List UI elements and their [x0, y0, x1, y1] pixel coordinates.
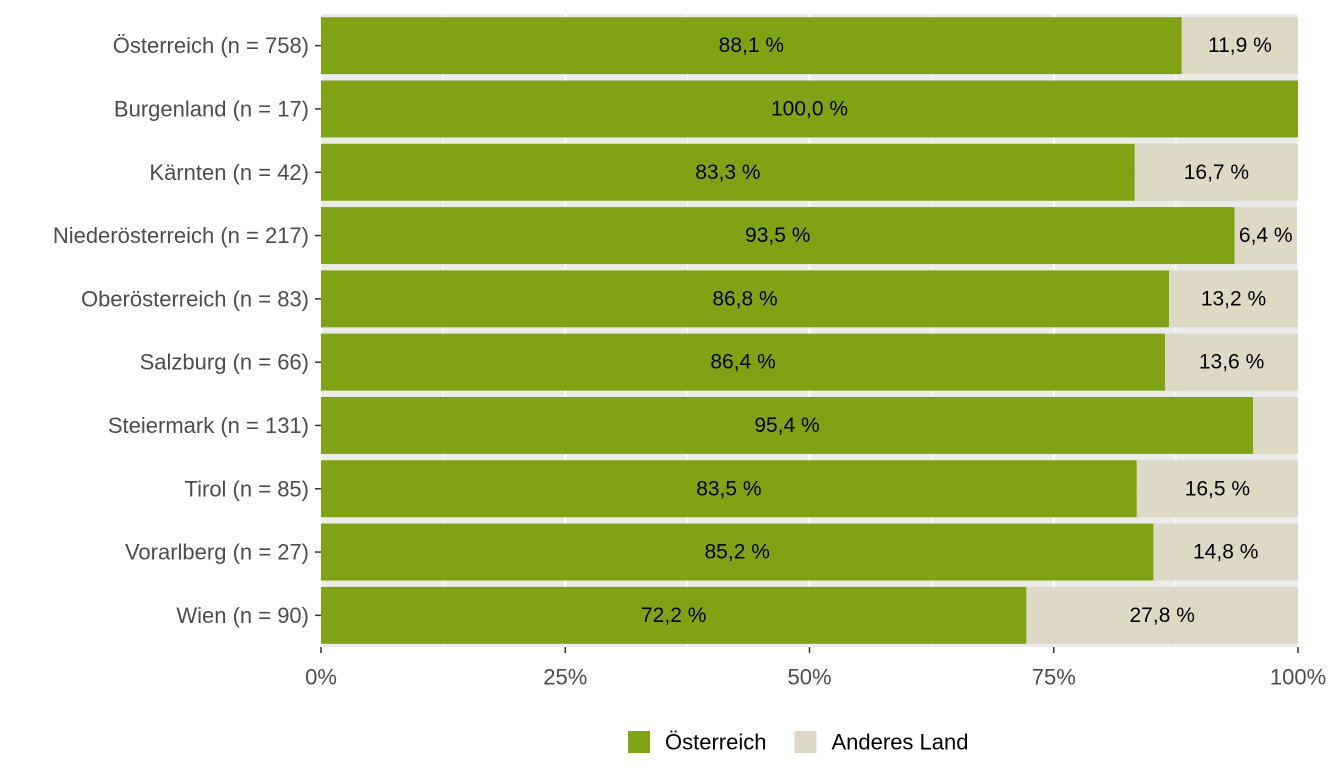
- category-label: Österreich (n = 758): [113, 33, 309, 58]
- bar-oesterreich: [321, 333, 1166, 391]
- data-label: 11,9 %: [1208, 34, 1272, 57]
- data-label: 100,0 %: [771, 97, 848, 120]
- legend-key: [628, 731, 650, 753]
- data-label: 16,5 %: [1185, 477, 1250, 500]
- data-label: 27,8 %: [1130, 604, 1195, 627]
- data-label: 88,1 %: [719, 34, 784, 57]
- bar-oesterreich: [321, 17, 1182, 75]
- bars: [321, 17, 1298, 644]
- bar-anderes-land: [1234, 207, 1298, 265]
- x-tick-label: 50%: [787, 665, 831, 690]
- legend-key: [794, 731, 817, 753]
- category-label: Tirol (n = 85): [184, 476, 309, 501]
- data-label: 83,5 %: [696, 477, 761, 500]
- legend-label: Anderes Land: [831, 730, 968, 755]
- data-label: 85,2 %: [705, 541, 770, 564]
- legend-label: Österreich: [665, 730, 766, 755]
- category-label: Vorarlberg (n = 27): [125, 540, 309, 565]
- data-label: 86,8 %: [712, 287, 777, 310]
- bar-oesterreich: [321, 586, 1027, 644]
- data-label: 13,2 %: [1201, 287, 1266, 310]
- bar-oesterreich: [321, 80, 1298, 138]
- data-label: 86,4 %: [710, 351, 775, 374]
- x-axis: 0% 25% 50% 75% 100%: [305, 647, 1326, 690]
- bar-oesterreich: [321, 523, 1154, 581]
- data-label: 13,6 %: [1199, 351, 1264, 374]
- bar-oesterreich: [321, 143, 1135, 201]
- data-label: 16,7 %: [1184, 161, 1249, 184]
- bar-anderes-land: [1134, 143, 1298, 201]
- bar-anderes-land: [1153, 523, 1298, 581]
- data-label: 93,5 %: [745, 224, 810, 247]
- bar-oesterreich: [321, 396, 1254, 454]
- bar-anderes-land: [1253, 396, 1298, 454]
- data-label: 14,8 %: [1193, 541, 1258, 564]
- x-tick-label: 100%: [1270, 665, 1326, 690]
- bar-oesterreich: [321, 207, 1235, 265]
- category-label: Burgenland (n = 17): [114, 96, 309, 121]
- category-label: Oberösterreich (n = 83): [81, 286, 309, 311]
- bar-anderes-land: [1165, 333, 1298, 391]
- category-label: Niederösterreich (n = 217): [53, 223, 309, 248]
- category-label: Salzburg (n = 66): [140, 350, 309, 375]
- data-label: 95,4 %: [754, 414, 819, 437]
- data-label: 72,2 %: [641, 604, 706, 627]
- data-label: 83,3 %: [695, 161, 760, 184]
- category-label: Steiermark (n = 131): [108, 413, 309, 438]
- bar-anderes-land: [1136, 460, 1298, 518]
- category-label: Kärnten (n = 42): [149, 160, 309, 185]
- data-labels: 88,1 % 11,9 % 100,0 % 83,3 % 16,7 % 93,5 % 6,4…: [641, 34, 1293, 627]
- x-tick-label: 25%: [543, 665, 587, 690]
- y-axis: Österreich (n = 758) Burgenland (n = 17) K…: [53, 33, 321, 628]
- bar-oesterreich: [321, 270, 1170, 328]
- bar-anderes-land: [1181, 17, 1298, 75]
- x-tick-label: 75%: [1032, 665, 1076, 690]
- category-label: Wien (n = 90): [176, 603, 309, 628]
- x-tick-label: 0%: [305, 665, 337, 690]
- legend: Österreich Anderes Land: [628, 730, 968, 755]
- bar-oesterreich: [321, 460, 1137, 518]
- bar-anderes-land: [1169, 270, 1298, 328]
- bar-anderes-land: [1026, 586, 1298, 644]
- data-label: 6,4 %: [1239, 224, 1293, 247]
